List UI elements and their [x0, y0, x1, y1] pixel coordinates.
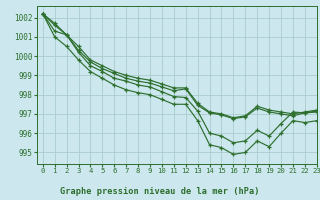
Text: Graphe pression niveau de la mer (hPa): Graphe pression niveau de la mer (hPa) [60, 187, 260, 196]
